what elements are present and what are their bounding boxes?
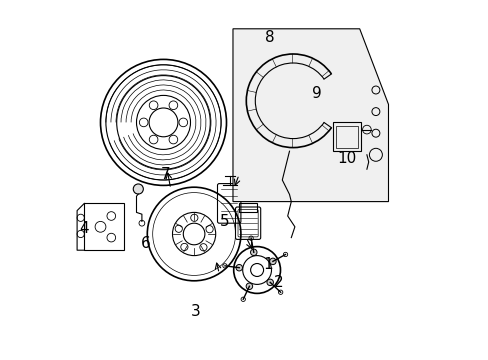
Circle shape bbox=[269, 258, 276, 265]
Circle shape bbox=[245, 283, 252, 289]
Text: 9: 9 bbox=[311, 86, 321, 101]
Bar bbox=[84, 203, 123, 250]
Text: 6: 6 bbox=[141, 235, 150, 251]
Bar bbox=[239, 203, 257, 212]
Circle shape bbox=[133, 184, 143, 194]
Bar bbox=[336, 126, 357, 148]
Text: 4: 4 bbox=[80, 221, 89, 236]
Circle shape bbox=[250, 249, 257, 256]
Text: 3: 3 bbox=[191, 304, 201, 319]
Text: 10: 10 bbox=[337, 151, 356, 166]
Text: 7: 7 bbox=[160, 167, 170, 182]
Circle shape bbox=[266, 279, 273, 285]
Polygon shape bbox=[232, 29, 387, 202]
Bar bbox=[332, 122, 361, 151]
Text: 5: 5 bbox=[220, 214, 229, 229]
Text: 2: 2 bbox=[273, 275, 283, 290]
Text: 1: 1 bbox=[263, 257, 272, 272]
Text: 8: 8 bbox=[264, 30, 274, 45]
Circle shape bbox=[236, 265, 242, 271]
